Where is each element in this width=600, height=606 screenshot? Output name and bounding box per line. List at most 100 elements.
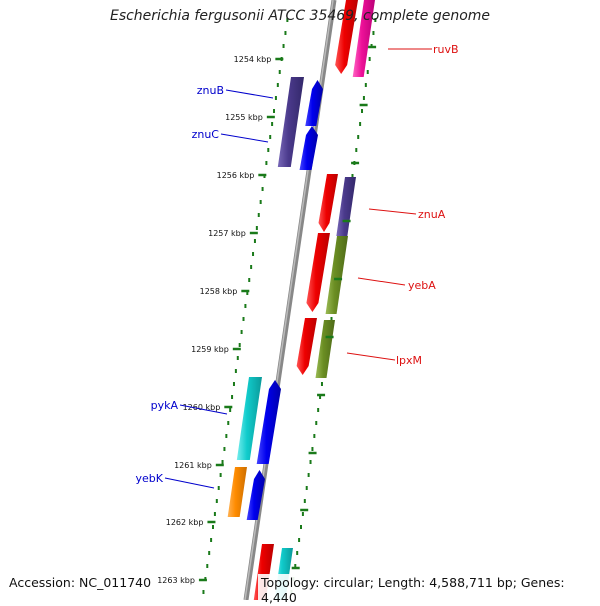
ring-dot [311, 447, 314, 451]
tick-label: 1255 kbp [225, 113, 263, 122]
ring-dot [309, 460, 312, 464]
ring-dot [208, 551, 211, 555]
ring-dot [368, 57, 371, 61]
ring-dot [303, 499, 306, 503]
tick-label: 1257 kbp [208, 229, 246, 238]
ring-dot [210, 538, 213, 542]
gene-label-yebA: yebA [408, 279, 436, 292]
ring-dot [274, 96, 277, 100]
tick-label: 1254 kbp [234, 55, 272, 64]
cog-znuBC [277, 77, 304, 167]
cog-lpxM [315, 320, 335, 378]
ring-dot [221, 460, 224, 464]
ring-dot [315, 421, 318, 425]
gene-labels: ruvB znuB znuC znuA yebA lpxM pykA yebK [136, 43, 459, 489]
ring-dot [236, 356, 239, 360]
ring-dot [282, 44, 285, 48]
gene-label-znuA: znuA [418, 208, 446, 221]
label-leader-znuB [225, 89, 274, 99]
gene-features [227, 0, 375, 600]
label-leader-yebK [164, 477, 215, 489]
gene-label-lpxM: lpxM [396, 354, 422, 367]
ring-dot [229, 408, 232, 412]
ring-dot [372, 31, 375, 35]
cog-ruvB [352, 0, 375, 77]
ring-dot [320, 382, 323, 386]
cds-znuC [299, 126, 318, 170]
ring-dot [217, 486, 220, 490]
tick-label: 1263 kbp [157, 576, 195, 585]
cds-znuB [305, 80, 323, 126]
tick-label: 1258 kbp [200, 287, 238, 296]
ring-dot [213, 512, 216, 516]
ring-dot [223, 447, 226, 451]
ring-dot [271, 122, 274, 126]
label-leader-lpxM [346, 352, 396, 361]
ring-dot [298, 538, 301, 542]
cds-lpxM [296, 318, 317, 375]
ring-dot [259, 200, 262, 204]
cog-pykA [236, 377, 262, 460]
cds-yebK [246, 470, 265, 520]
accession-label: Accession: NC_011740 [6, 574, 155, 591]
ring-dot [307, 473, 310, 477]
ring-dot [250, 265, 253, 269]
ring-dot [366, 70, 369, 74]
tick-label: 1260 kbp [183, 403, 221, 412]
ring-dot [265, 161, 268, 165]
cog-yebA [325, 236, 348, 314]
ring-dot [244, 304, 247, 308]
gene-label-ruvB: ruvB [433, 43, 459, 56]
gene-label-yebK: yebK [136, 472, 164, 485]
ring-dot [257, 213, 260, 217]
ring-dot [364, 83, 367, 87]
label-leader-znuC [220, 133, 269, 143]
ring-dot [357, 135, 360, 139]
cog-yebK [227, 467, 247, 517]
ring-dot [253, 239, 256, 243]
ring-dot [317, 408, 320, 412]
ring-dot [359, 122, 362, 126]
ring-dot [300, 525, 302, 529]
topology-label: Topology: circular; Length: 4,588,711 bp… [258, 574, 600, 606]
ring-dot [330, 317, 333, 321]
ring-dot [246, 291, 249, 295]
ring-dot [286, 18, 289, 22]
ring-dot [238, 343, 241, 347]
ring-dot [294, 564, 297, 568]
ring-dot [255, 226, 258, 230]
ring-dot [269, 135, 272, 139]
genome-title: Escherichia fergusonii ATCC 35469, compl… [109, 8, 491, 24]
ring-dot [301, 512, 304, 516]
cds-pykA [256, 380, 281, 464]
ring-dot [206, 564, 209, 568]
ring-dot [231, 395, 234, 399]
cds-ruvB [335, 0, 358, 74]
ring-dot [284, 31, 287, 35]
ring-dot [215, 499, 218, 503]
gene-label-znuC: znuC [192, 128, 220, 141]
ring-dot [240, 330, 243, 334]
ring-dot [278, 70, 281, 74]
ring-dot [248, 278, 251, 282]
label-leader-pykA [179, 404, 228, 415]
ring-dot [242, 317, 245, 321]
ring-dot [267, 148, 270, 152]
ring-dot [232, 382, 235, 386]
tick-label: 1256 kbp [217, 171, 255, 180]
ring-dot [319, 395, 322, 399]
cds-yebA [306, 233, 330, 312]
kbp-ticks: 1254 kbp 1255 kbp 1256 kbp 1257 kbp 1258 kbp… [157, 45, 377, 585]
tick-label: 1262 kbp [166, 518, 204, 527]
ring-dot [305, 486, 308, 490]
label-leader-yebA [357, 277, 406, 286]
gene-label-znuB: znuB [197, 84, 224, 97]
gene-label-pykA: pykA [151, 399, 179, 412]
ring-dot [296, 551, 299, 555]
ring-dot [276, 83, 279, 87]
ring-dot [351, 174, 354, 178]
ring-dot [227, 421, 230, 425]
ring-dot [261, 187, 264, 191]
ring-dot [273, 109, 276, 113]
